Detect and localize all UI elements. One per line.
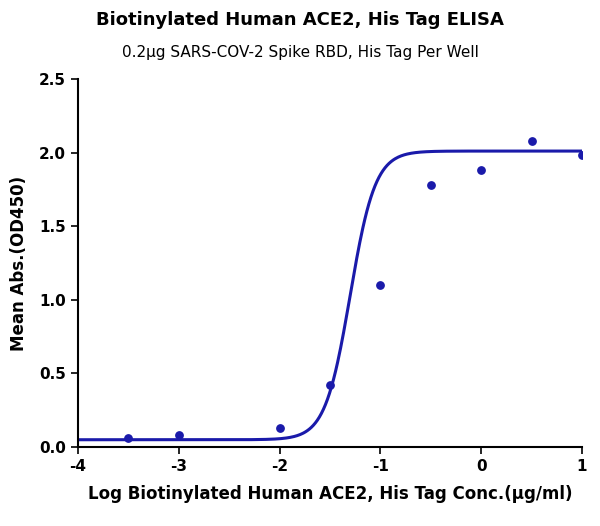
Point [174,431,184,440]
Text: Biotinylated Human ACE2, His Tag ELISA: Biotinylated Human ACE2, His Tag ELISA [96,11,504,28]
Point [426,181,436,189]
Point [527,137,536,145]
Y-axis label: Mean Abs.(OD450): Mean Abs.(OD450) [10,176,28,350]
Point [275,424,284,432]
Text: 0.2μg SARS-COV-2 Spike RBD, His Tag Per Well: 0.2μg SARS-COV-2 Spike RBD, His Tag Per … [122,45,478,60]
Point [325,381,335,389]
Point [476,166,486,175]
Point [577,151,587,160]
Point [124,434,133,442]
Point [376,281,385,289]
X-axis label: Log Biotinylated Human ACE2, His Tag Conc.(μg/ml): Log Biotinylated Human ACE2, His Tag Con… [88,485,572,503]
